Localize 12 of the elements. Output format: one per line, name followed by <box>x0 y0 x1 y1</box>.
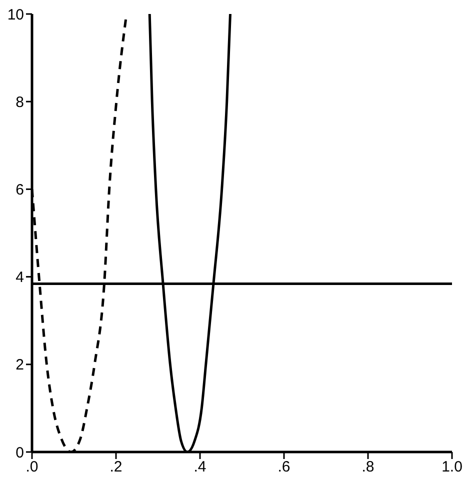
x-tick-label: .0 <box>26 458 38 476</box>
y-tick-label: 10 <box>7 6 24 24</box>
x-tick-label: .6 <box>278 458 290 476</box>
y-tick-label: 8 <box>16 94 24 111</box>
x-tick-label: .4 <box>194 458 206 476</box>
x-tick-label: 1.0 <box>442 458 462 476</box>
y-tick-label: 2 <box>16 356 24 374</box>
x-tick-label: .8 <box>362 458 374 476</box>
y-tick-label: 0 <box>16 444 24 462</box>
y-tick-label: 4 <box>16 269 24 286</box>
x-tick-label: .2 <box>110 458 122 476</box>
y-tick-label: 6 <box>16 182 24 199</box>
